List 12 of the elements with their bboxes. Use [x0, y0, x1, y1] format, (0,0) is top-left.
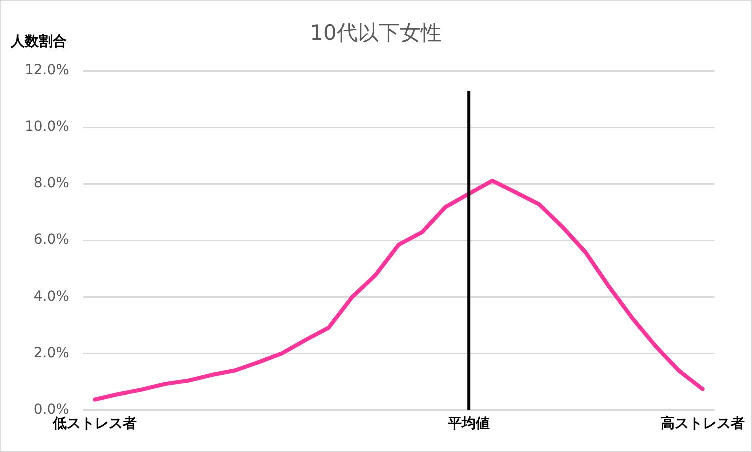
y-tick-label: 0.0%	[34, 402, 70, 418]
chart-title: 10代以下女性	[310, 21, 442, 45]
x-tick-label: 高ストレス者	[660, 415, 745, 432]
y-tick-label: 4.0%	[34, 288, 70, 305]
y-tick-label: 10.0%	[24, 119, 70, 136]
x-tick-label: 平均値	[447, 416, 490, 432]
y-axis-title: 人数割合	[11, 33, 67, 51]
y-tick-label: 2.0%	[34, 345, 70, 362]
x-tick-label: 低ストレス者	[52, 416, 138, 432]
y-tick-label: 6.0%	[34, 232, 70, 248]
y-tick-label: 8.0%	[34, 176, 70, 192]
y-tick-label: 12.0%	[24, 62, 70, 79]
